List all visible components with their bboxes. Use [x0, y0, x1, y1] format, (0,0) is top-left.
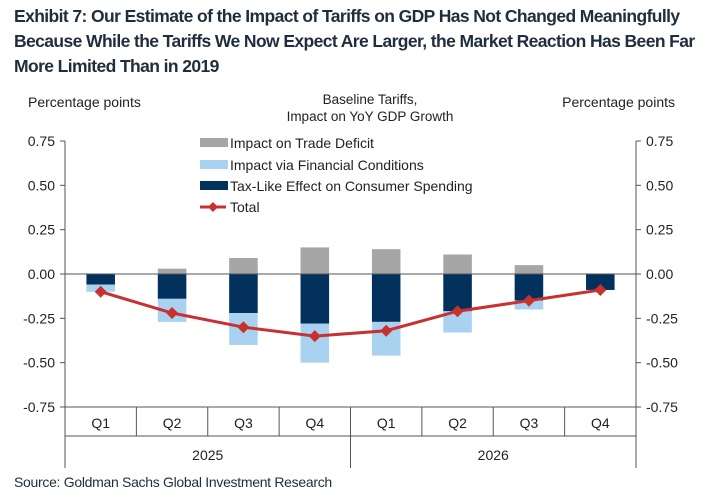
category-label: Q1 [91, 415, 110, 431]
bar-tax-like-effect [157, 274, 187, 299]
chart-title-line1: Baseline Tariffs, [323, 92, 418, 107]
year-label: 2026 [478, 447, 509, 463]
exhibit-title: Exhibit 7: Our Estimate of the Impact of… [14, 6, 695, 76]
right-tick-label: 0.25 [646, 222, 673, 238]
bar-tax-like-effect [586, 274, 615, 290]
bar-trade-deficit [229, 258, 258, 274]
category-label: Q2 [163, 415, 182, 431]
left-tick-label: -0.25 [23, 310, 55, 326]
bar-tax-like-effect [443, 274, 472, 312]
right-tick-label: 0.00 [646, 266, 673, 282]
total-marker [451, 305, 464, 318]
legend-label: Impact via Financial Conditions [230, 157, 424, 173]
total-marker [94, 285, 107, 298]
bar-tax-like-effect [300, 274, 330, 324]
right-tick-label: 0.75 [646, 133, 673, 149]
chart-title-line2: Impact on YoY GDP Growth [287, 109, 454, 124]
year-label: 2025 [192, 447, 223, 463]
bar-financial-conditions [443, 311, 472, 333]
y-axis-label-left: Percentage points [28, 94, 141, 110]
left-tick-label: 0.50 [28, 177, 55, 193]
total-line [100, 288, 601, 338]
category-label: Q4 [591, 415, 610, 431]
bar-financial-conditions [300, 323, 330, 363]
category-label: Q2 [448, 415, 467, 431]
total-marker [522, 294, 535, 307]
left-tick-label: 0.25 [28, 222, 55, 238]
bar-trade-deficit [514, 265, 544, 274]
bar-trade-deficit [371, 249, 401, 274]
bar-trade-deficit [443, 254, 472, 274]
bar-tax-like-effect [229, 274, 258, 314]
bar-tax-like-effect [86, 274, 115, 285]
total-marker [237, 321, 250, 334]
right-tick-label: -0.50 [646, 355, 678, 371]
legend-label: Total [230, 199, 260, 215]
category-label: Q3 [520, 415, 539, 431]
legend-swatch [200, 138, 228, 147]
category-label: Q1 [377, 415, 396, 431]
right-tick-label: 0.50 [646, 177, 673, 193]
left-tick-label: 0.75 [28, 133, 55, 149]
source-note: Source: Goldman Sachs Global Investment … [14, 474, 332, 490]
left-tick-label: 0.00 [28, 266, 55, 282]
total-marker [594, 283, 607, 296]
legend-label: Tax-Like Effect on Consumer Spending [230, 178, 473, 194]
right-tick-label: -0.75 [646, 399, 678, 415]
legend-label: Impact on Trade Deficit [230, 135, 374, 151]
legend-swatch [200, 160, 228, 169]
right-tick-label: -0.25 [646, 310, 678, 326]
legend-marker-total [208, 202, 218, 212]
category-label: Q4 [305, 415, 324, 431]
left-tick-label: -0.50 [23, 355, 55, 371]
bar-trade-deficit [157, 268, 187, 274]
total-marker [308, 330, 321, 343]
category-label: Q3 [234, 415, 253, 431]
total-marker [166, 307, 179, 320]
bar-tax-like-effect [371, 274, 401, 322]
legend-swatch [200, 181, 228, 190]
total-marker [380, 324, 393, 337]
left-tick-label: -0.75 [23, 399, 55, 415]
y-axis-label-right: Percentage points [562, 94, 675, 110]
bar-trade-deficit [300, 247, 330, 274]
